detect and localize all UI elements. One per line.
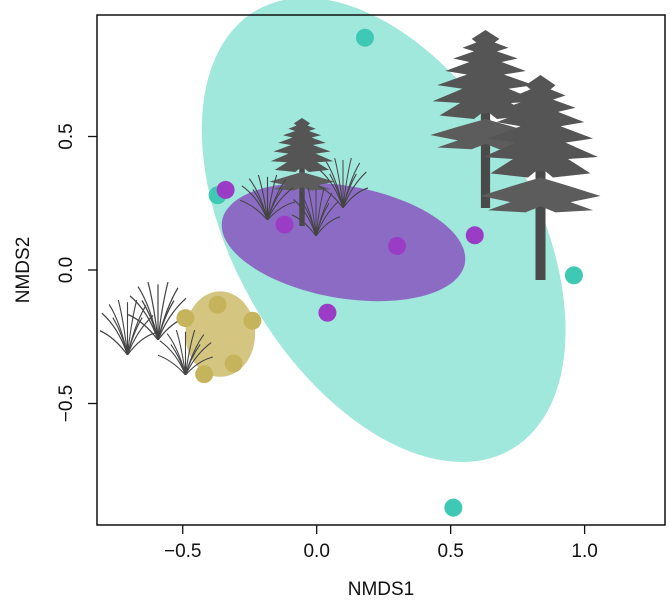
point — [318, 303, 337, 322]
x-axis-label: NMDS1 — [348, 579, 415, 600]
group-ellipse — [221, 182, 466, 302]
point — [465, 226, 484, 245]
x-tick-label: 1.0 — [571, 541, 597, 562]
y-tick-label: 0.0 — [56, 257, 77, 283]
x-tick-label: 0.0 — [303, 541, 329, 562]
point — [275, 215, 294, 234]
y-tick-label: −0.5 — [56, 385, 77, 423]
points — [176, 28, 583, 517]
point — [176, 309, 195, 328]
point — [216, 180, 235, 199]
axes: NMDS1 NMDS2 −0.5 0.0 0.5 1.0 −0.5 0.0 0.5 — [13, 14, 666, 600]
point — [208, 295, 227, 314]
grass-icon — [128, 282, 188, 340]
point — [444, 498, 463, 517]
point — [224, 354, 243, 373]
point — [388, 236, 407, 255]
point — [355, 28, 374, 47]
point — [243, 311, 262, 330]
y-axis-label: NMDS2 — [13, 237, 34, 304]
y-tick-label: 0.5 — [56, 123, 77, 149]
point — [195, 365, 214, 384]
x-tick-label: −0.5 — [164, 541, 202, 562]
x-tick-label: 0.5 — [437, 541, 463, 562]
point — [564, 266, 583, 285]
